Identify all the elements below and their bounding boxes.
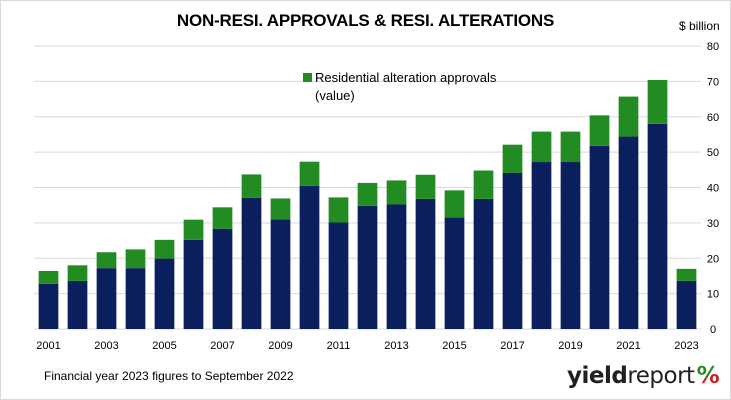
y-tick-label: 60 [707,112,719,124]
x-tick-label: 2009 [268,340,292,352]
bar-segment-base [676,280,697,329]
legend-label-line2: (value) [315,88,355,103]
legend-item: Residential alteration approvals [303,69,563,87]
x-tick-label: 2023 [674,340,698,352]
x-tick-label: 2003 [94,340,118,352]
y-tick-label: 50 [707,147,719,159]
bar-segment-residential [270,198,291,220]
bar-segment-base [357,205,378,329]
bar-segment-base [67,280,88,329]
legend-swatch [303,73,312,82]
bar-segment-residential [154,239,175,259]
bar-segment-base [38,283,59,329]
chart-title: NON-RESI. APPROVALS & RESI. ALTERATIONS [176,11,555,30]
x-tick-label: 2021 [616,340,640,352]
bar-segment-residential [38,270,59,284]
legend-label-line1: Residential alteration approvals [315,70,497,85]
bar-segment-residential [96,252,117,269]
bar-segment-residential [473,170,494,199]
bar-segment-residential [647,79,668,124]
bar-segment-base [270,219,291,329]
footnote: Financial year 2023 figures to September… [44,369,294,383]
bar-segment-base [589,145,610,329]
bar-segment-base [415,198,436,329]
brand-logo: yieldreport% [567,363,720,393]
y-tick-label: 0 [710,324,716,336]
legend: Residential alteration approvals (value) [303,69,563,105]
bar-segment-base [183,239,204,329]
brand-logo-part1: yield [567,363,628,389]
bar-segment-residential [502,144,523,173]
bar-segment-base [618,136,639,329]
bar-segment-base [96,268,117,329]
y-axis-ticks: 0 10 20 30 40 50 60 70 80 [707,41,719,336]
bar-segment-residential [618,96,639,137]
bar-segment-residential [676,268,697,281]
brand-logo-part2: report [627,363,695,389]
x-tick-label: 2005 [152,340,176,352]
bar-segment-residential [299,161,320,186]
percent-logo-icon: % [696,363,720,389]
bar-segment-base [502,172,523,329]
bar-segment-base [386,204,407,329]
y-tick-label: 20 [707,253,719,265]
y-tick-label: 40 [707,183,719,195]
bar-segment-base [299,185,320,329]
x-tick-label: 2015 [442,340,466,352]
bar-segment-residential [415,174,436,199]
bar-segment-residential [560,131,581,163]
bar-segment-base [125,268,146,329]
bar-segment-residential [125,249,146,269]
bar-segment-residential [357,182,378,206]
bar-segment-residential [589,115,610,146]
y-tick-label: 70 [707,76,719,88]
bar-segment-residential [183,219,204,240]
bars [38,79,697,329]
bar-segment-residential [328,197,349,223]
bar-segment-residential [444,190,465,218]
bar-segment-base [531,162,552,329]
bar-segment-base [241,197,262,329]
bar-segment-residential [67,265,88,281]
bar-segment-residential [212,207,233,229]
bar-segment-base [560,162,581,329]
y-tick-label: 30 [707,218,719,230]
y-tick-label: 10 [707,289,719,301]
x-tick-label: 2013 [384,340,408,352]
x-tick-label: 2001 [36,340,60,352]
x-tick-label: 2019 [558,340,582,352]
x-axis-ticks: 2001 2003 2005 2007 2009 2011 2013 2015 2017 2019… [36,340,698,352]
bar-segment-base [444,217,465,329]
bar-segment-base [328,222,349,329]
bar-segment-base [647,123,668,329]
y-axis-unit-label: $ billion [679,19,720,33]
bar-segment-base [473,198,494,329]
bar-segment-base [212,228,233,329]
bar-segment-residential [241,174,262,198]
bar-segment-residential [386,180,407,205]
y-tick-label: 80 [707,41,719,53]
bar-segment-base [154,258,175,329]
x-tick-label: 2017 [500,340,524,352]
x-tick-label: 2007 [210,340,234,352]
bar-segment-residential [531,131,552,163]
x-tick-label: 2011 [327,340,351,352]
